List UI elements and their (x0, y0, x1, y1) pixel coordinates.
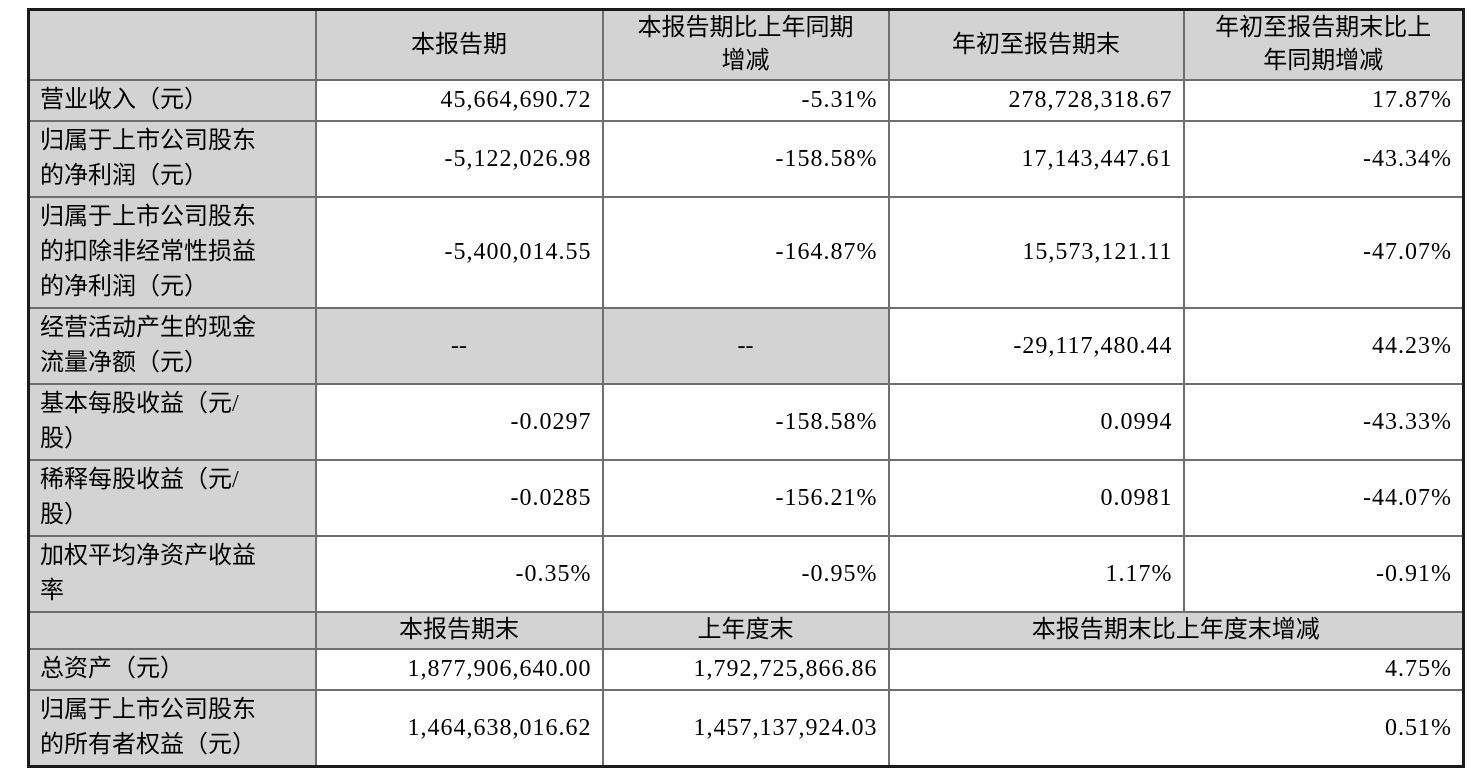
row-operating-cash-flow: 经营活动产生的现金流量净额（元） -- -- -29,117,480.44 44… (27, 307, 1465, 385)
row-label: 稀释每股收益（元/股） (27, 459, 317, 537)
row-label: 营业收入（元） (27, 79, 317, 122)
cell-period: -0.0285 (314, 459, 604, 537)
header-prior-year-end: 上年度末 (601, 611, 890, 650)
cell-prior-year-end: 1,457,137,924.03 (601, 689, 890, 768)
header-period-end-change: 本报告期末比上年度末增减 (887, 611, 1465, 650)
cell-ytd: 0.0994 (887, 383, 1185, 461)
header-current-period: 本报告期 (314, 8, 604, 81)
cell-ytd-change: 17.87% (1182, 79, 1465, 122)
cell-period-end: 1,464,638,016.62 (314, 689, 604, 768)
row-equity-attributable: 归属于上市公司股东的所有者权益（元） 1,464,638,016.62 1,45… (27, 689, 1465, 768)
cell-period-change-placeholder: -- (601, 307, 890, 385)
cell-ytd-change: -43.34% (1182, 120, 1465, 198)
cell-change: 0.51% (887, 689, 1465, 768)
cell-change: 4.75% (887, 648, 1465, 691)
header2-empty-cell (27, 611, 317, 650)
row-label: 归属于上市公司股东的净利润（元） (27, 120, 317, 198)
cell-ytd-change: -44.07% (1182, 459, 1465, 537)
row-diluted-eps: 稀释每股收益（元/股） -0.0285 -156.21% 0.0981 -44.… (27, 459, 1465, 537)
cell-period-change: -156.21% (601, 459, 890, 537)
row-operating-revenue: 营业收入（元） 45,664,690.72 -5.31% 278,728,318… (27, 79, 1465, 122)
row-label: 加权平均净资产收益率 (27, 535, 317, 613)
row-weighted-avg-roe: 加权平均净资产收益率 -0.35% -0.95% 1.17% -0.91% (27, 535, 1465, 613)
cell-ytd-change: -47.07% (1182, 196, 1465, 309)
row-label: 归属于上市公司股东的扣除非经常性损益的净利润（元） (27, 196, 317, 309)
header-ytd-change: 年初至报告期末比上年同期增减 (1182, 8, 1465, 81)
cell-ytd: 0.0981 (887, 459, 1185, 537)
report-page: 本报告期 本报告期比上年同期增减 年初至报告期末 年初至报告期末比上年同期增减 … (27, 8, 1465, 768)
cell-ytd: 278,728,318.67 (887, 79, 1185, 122)
header-period-end: 本报告期末 (314, 611, 604, 650)
cell-period-change: -158.58% (601, 383, 890, 461)
cell-period-change: -0.95% (601, 535, 890, 613)
row-basic-eps: 基本每股收益（元/股） -0.0297 -158.58% 0.0994 -43.… (27, 383, 1465, 461)
header-ytd: 年初至报告期末 (887, 8, 1185, 81)
header-period-change: 本报告期比上年同期增减 (601, 8, 890, 81)
cell-period: -5,400,014.55 (314, 196, 604, 309)
cell-period-placeholder: -- (314, 307, 604, 385)
cell-ytd: -29,117,480.44 (887, 307, 1185, 385)
cell-period-change: -158.58% (601, 120, 890, 198)
cell-period: -5,122,026.98 (314, 120, 604, 198)
financial-summary-table: 本报告期 本报告期比上年同期增减 年初至报告期末 年初至报告期末比上年同期增减 … (27, 8, 1465, 768)
cell-period: -0.35% (314, 535, 604, 613)
row-label: 归属于上市公司股东的所有者权益（元） (27, 689, 317, 768)
row-label: 基本每股收益（元/股） (27, 383, 317, 461)
cell-ytd-change: 44.23% (1182, 307, 1465, 385)
row-net-profit-attributable: 归属于上市公司股东的净利润（元） -5,122,026.98 -158.58% … (27, 120, 1465, 198)
cell-period-change: -5.31% (601, 79, 890, 122)
cell-ytd: 17,143,447.61 (887, 120, 1185, 198)
cell-period: -0.0297 (314, 383, 604, 461)
row-label: 总资产（元） (27, 648, 317, 691)
cell-period-change: -164.87% (601, 196, 890, 309)
cell-period-end: 1,877,906,640.00 (314, 648, 604, 691)
header-empty-cell (27, 8, 317, 81)
cell-ytd-change: -0.91% (1182, 535, 1465, 613)
row-total-assets: 总资产（元） 1,877,906,640.00 1,792,725,866.86… (27, 648, 1465, 691)
table-header-row-1: 本报告期 本报告期比上年同期增减 年初至报告期末 年初至报告期末比上年同期增减 (27, 8, 1465, 81)
cell-ytd-change: -43.33% (1182, 383, 1465, 461)
cell-ytd: 1.17% (887, 535, 1185, 613)
row-net-profit-excl-nonrecurring: 归属于上市公司股东的扣除非经常性损益的净利润（元） -5,400,014.55 … (27, 196, 1465, 309)
cell-prior-year-end: 1,792,725,866.86 (601, 648, 890, 691)
table-header-row-2: 本报告期末 上年度末 本报告期末比上年度末增减 (27, 611, 1465, 650)
cell-ytd: 15,573,121.11 (887, 196, 1185, 309)
cell-period: 45,664,690.72 (314, 79, 604, 122)
row-label: 经营活动产生的现金流量净额（元） (27, 307, 317, 385)
